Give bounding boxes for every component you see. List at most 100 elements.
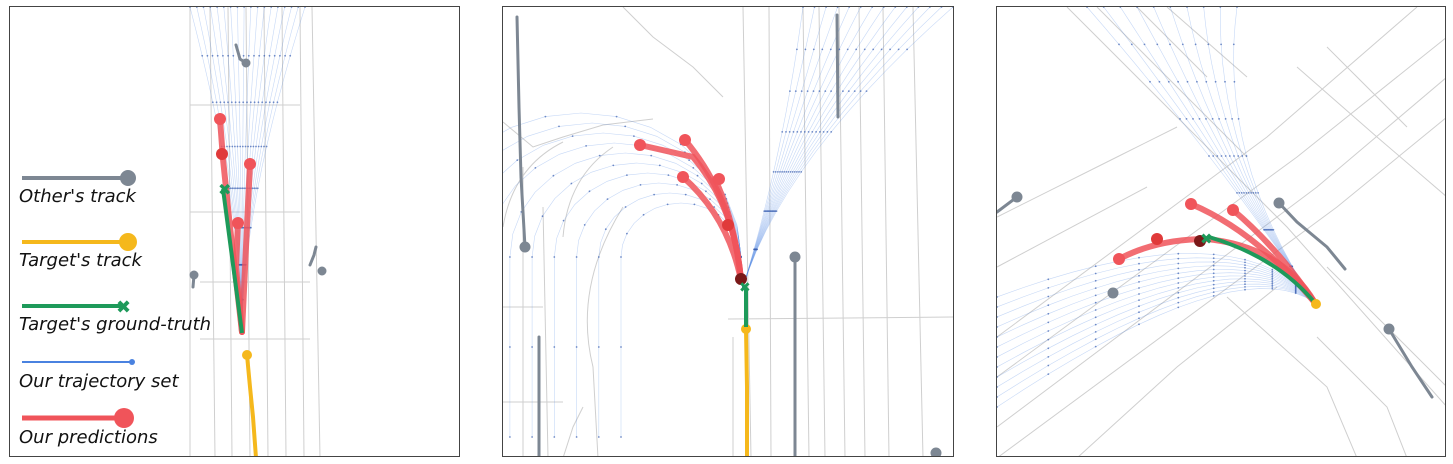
trajectory-dot (1271, 277, 1274, 280)
trajectory-dot (859, 7, 862, 8)
svg-text:✖: ✖ (739, 280, 751, 296)
trajectory-dot (676, 184, 678, 186)
scene-map-2: ✖ (503, 7, 953, 456)
trajectory-dot (1136, 7, 1138, 8)
trajectory-dot (800, 90, 803, 92)
trajectory-dot (777, 171, 779, 173)
trajectory-dot (1212, 287, 1215, 290)
trajectory-dot (1236, 192, 1238, 194)
trajectory-dot (620, 436, 622, 438)
trajectory-dot (234, 145, 236, 148)
trajectory-dot (1271, 273, 1274, 276)
trajectory-dot (997, 366, 998, 368)
trajectory-dot (815, 131, 817, 133)
trajectory-dot (997, 376, 998, 378)
trajectory-line (620, 202, 742, 437)
trajectory-dot (234, 101, 237, 104)
trajectory-dot (229, 7, 232, 8)
trajectory-dot (273, 54, 276, 57)
trajectory-dot (1271, 282, 1274, 285)
trajectory-dot (232, 54, 235, 57)
trajectory-dot (624, 125, 627, 128)
trajectory-dot (1228, 155, 1231, 157)
trajectory-dot (793, 171, 796, 173)
trajectory-dot (284, 54, 286, 57)
trajectory-dot (1158, 80, 1161, 83)
trajectory-dot (277, 7, 279, 8)
trajectory-line (742, 7, 942, 288)
trajectory-line (742, 7, 838, 288)
trajectory-dot (255, 187, 257, 190)
trajectory-dot (865, 90, 868, 92)
trajectory-dot (249, 145, 252, 148)
trajectory-dot (872, 48, 875, 51)
trajectory-dot (234, 187, 237, 190)
trajectory-dot (822, 131, 825, 133)
trajectory-dot (1094, 323, 1097, 326)
trajectory-dot (558, 125, 560, 128)
trajectory-dot (709, 198, 711, 201)
trajectory-dot (1047, 312, 1050, 315)
trajectory-dot (1094, 265, 1097, 268)
other-tracks-1 (189, 43, 327, 289)
map-lanes (503, 7, 953, 456)
trajectory-dot (253, 54, 255, 57)
trajectory-dot (658, 164, 661, 167)
trajectory-line (742, 7, 919, 288)
trajectory-dot (1212, 253, 1215, 256)
trajectory-dot (1243, 192, 1245, 194)
trajectory-dot (509, 346, 511, 348)
trajectory-dot (1181, 43, 1184, 46)
trajectory-dot (880, 48, 883, 51)
trajectory-dot (1233, 80, 1236, 83)
trajectory-dot (215, 101, 218, 104)
trajectory-line (997, 265, 1316, 328)
target-track-2 (741, 324, 751, 456)
trajectory-dot (255, 145, 257, 148)
trajectory-dot (1177, 296, 1180, 299)
trajectory-dot (666, 203, 669, 206)
trajectory-dot (243, 187, 246, 190)
trajectory-dot (796, 48, 798, 51)
trajectory-dot (247, 54, 250, 57)
trajectory-dot (1212, 155, 1215, 157)
trajectory-dot (1244, 277, 1246, 280)
trajectory-dot (1245, 155, 1248, 157)
trajectory-dot (667, 174, 670, 177)
trajectory-dot (1192, 118, 1194, 120)
trajectory-dot (696, 174, 699, 177)
trajectory-dot (848, 7, 851, 8)
trajectory-dot (836, 7, 839, 8)
trajectory-dot (261, 101, 264, 104)
trajectory-dot (209, 7, 212, 8)
trajectory-dot (1244, 280, 1246, 283)
trajectory-dot (997, 296, 998, 298)
trajectory-dot (1224, 80, 1226, 83)
trajectory-dot (1271, 284, 1274, 287)
trajectory-dot (238, 187, 241, 190)
trajectory-dot (1220, 43, 1222, 46)
trajectory-dot (620, 346, 622, 348)
trajectory-dot (606, 198, 609, 201)
trajectory-dot (1224, 155, 1227, 157)
trajectory-dot (229, 187, 232, 190)
trajectory-dot (818, 90, 821, 92)
trajectory-dot (1138, 323, 1140, 326)
trajectory-dot (889, 48, 891, 51)
trajectory-dot (1086, 7, 1088, 8)
scene-panel-intersection: ✖ (996, 6, 1446, 457)
trajectory-dot (553, 346, 556, 348)
trajectory-dot (819, 131, 821, 133)
trajectory-dot (252, 145, 255, 148)
trajectory-dot (775, 210, 778, 213)
trajectory-dot (265, 145, 268, 148)
trajectory-dot (791, 171, 794, 173)
trajectory-dot (1143, 43, 1146, 46)
trajectory-dot (270, 7, 273, 8)
trajectory-dot (1156, 43, 1159, 46)
trajectory-dot (1047, 287, 1050, 289)
trajectory-line (997, 281, 1316, 378)
trajectory-dot (1179, 118, 1181, 120)
trajectory-dot (516, 159, 519, 162)
trajectory-dot (940, 7, 943, 8)
